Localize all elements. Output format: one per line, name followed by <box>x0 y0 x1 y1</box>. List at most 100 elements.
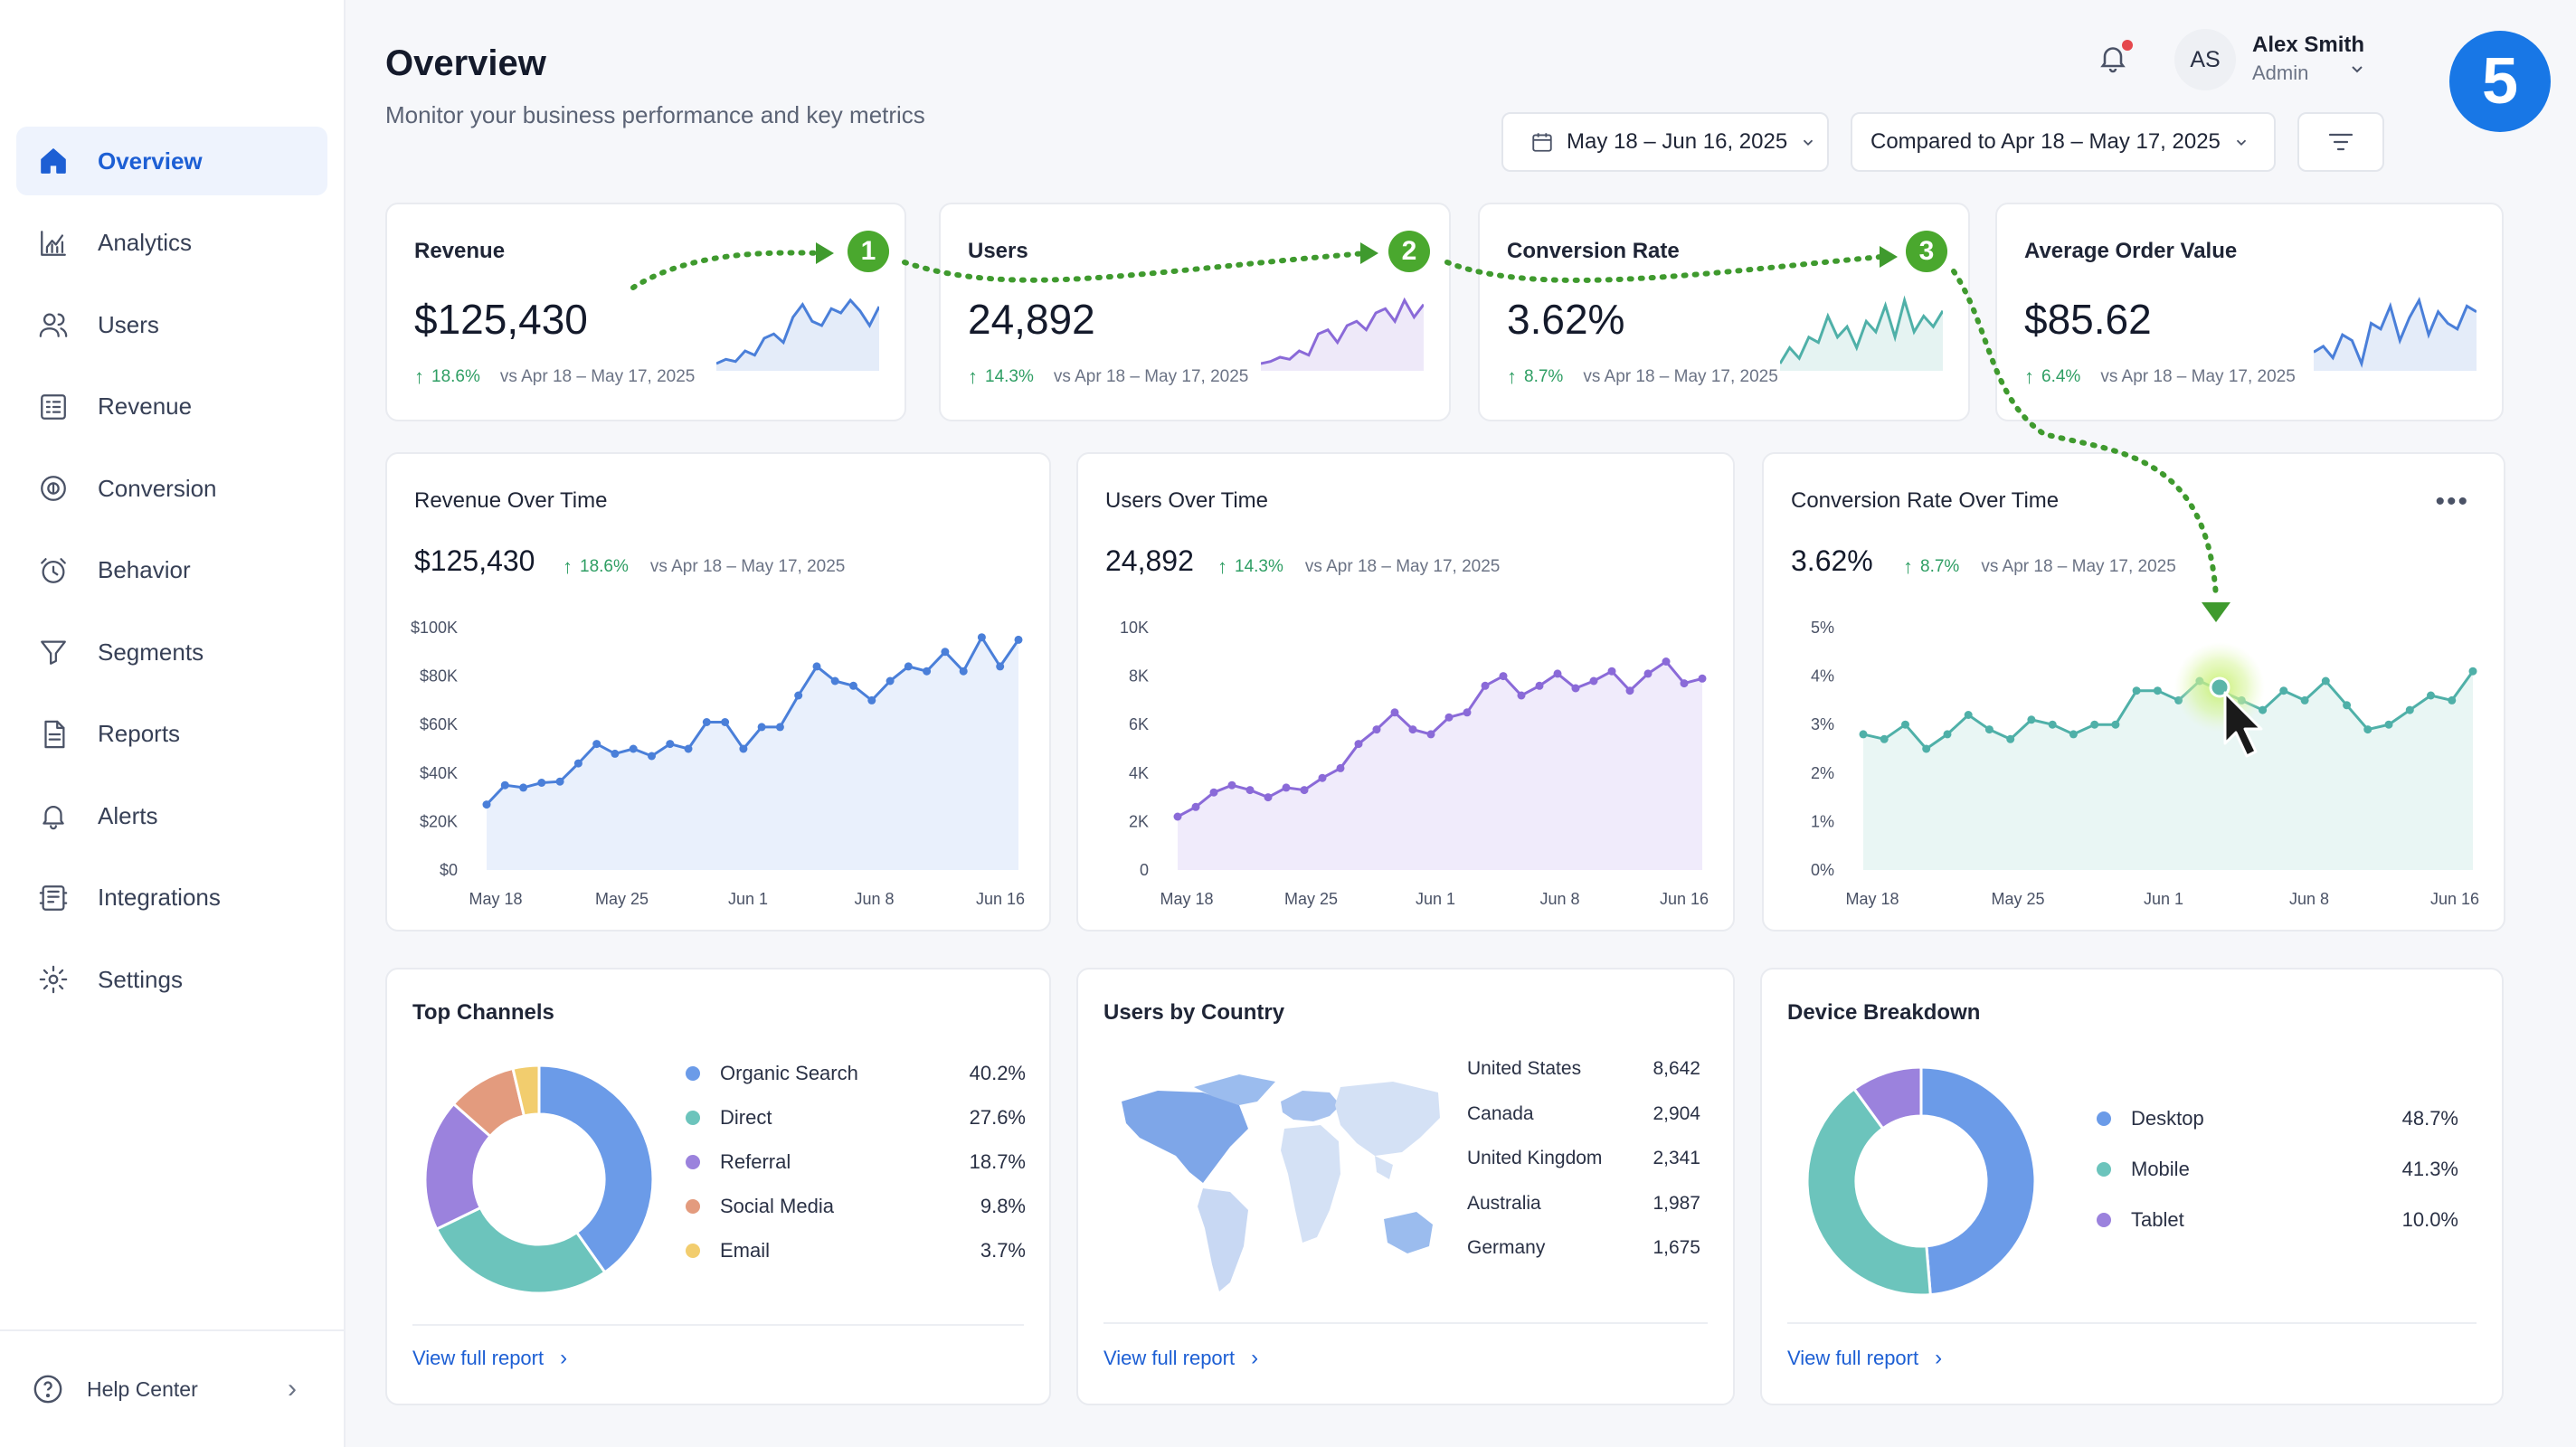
donut-slice-direct[interactable] <box>434 1206 607 1295</box>
data-point[interactable] <box>1680 679 1689 688</box>
user-name[interactable]: Alex Smith <box>2252 33 2365 57</box>
data-point[interactable] <box>648 752 656 761</box>
data-point[interactable] <box>1282 783 1291 792</box>
chevron-down-icon[interactable] <box>2348 60 2366 78</box>
data-point[interactable] <box>629 744 638 753</box>
data-point[interactable] <box>1191 802 1200 811</box>
data-point[interactable] <box>2384 720 2393 729</box>
data-point[interactable] <box>1390 708 1399 717</box>
data-point[interactable] <box>867 695 876 705</box>
sidebar-item-settings[interactable]: Settings <box>16 945 327 1014</box>
data-point[interactable] <box>794 691 803 700</box>
sidebar-item-users[interactable]: Users <box>16 290 327 359</box>
data-point[interactable] <box>1571 684 1580 693</box>
data-point[interactable] <box>1426 730 1435 739</box>
sidebar-item-segments[interactable]: Segments <box>16 618 327 686</box>
data-point[interactable] <box>1880 734 1889 743</box>
sidebar-item-analytics[interactable]: Analytics <box>16 209 327 278</box>
data-point[interactable] <box>1227 780 1236 790</box>
data-point[interactable] <box>1922 744 1931 753</box>
kpi-card-average-order-value[interactable]: Average Order Value $85.62 ↑ 6.4% vs Apr… <box>1995 203 2504 421</box>
data-point[interactable] <box>2132 686 2141 695</box>
view-full-report-link[interactable]: View full report › <box>412 1346 567 1371</box>
data-point[interactable] <box>2090 720 2099 729</box>
data-point[interactable] <box>2321 676 2330 686</box>
sidebar-item-integrations[interactable]: Integrations <box>16 864 327 932</box>
data-point[interactable] <box>2216 686 2225 695</box>
data-point[interactable] <box>611 749 620 758</box>
data-point[interactable] <box>1698 674 1707 683</box>
data-point[interactable] <box>1859 730 1868 739</box>
data-point[interactable] <box>941 648 950 657</box>
sidebar-item-revenue[interactable]: Revenue <box>16 373 327 441</box>
data-point[interactable] <box>2279 686 2288 695</box>
donut-slice-organic-search[interactable] <box>537 1064 655 1274</box>
data-point[interactable] <box>1553 669 1562 678</box>
data-point[interactable] <box>2448 695 2457 705</box>
data-point[interactable] <box>2111 720 2120 729</box>
data-point[interactable] <box>2405 705 2414 714</box>
donut-slice-email[interactable] <box>511 1064 541 1118</box>
data-point[interactable] <box>1589 676 1598 686</box>
data-point[interactable] <box>482 800 491 809</box>
data-point[interactable] <box>923 667 932 676</box>
data-point[interactable] <box>2343 701 2352 710</box>
data-point[interactable] <box>757 723 766 732</box>
data-point[interactable] <box>2174 695 2183 705</box>
data-point[interactable] <box>886 676 895 686</box>
compare-range-picker[interactable]: Compared to Apr 18 – May 17, 2025 <box>1851 112 2276 172</box>
data-point[interactable] <box>1318 773 1327 782</box>
data-point[interactable] <box>1901 720 1909 729</box>
data-point[interactable] <box>904 662 913 671</box>
data-point[interactable] <box>959 667 968 676</box>
data-point[interactable] <box>2300 695 2309 705</box>
help-center-link[interactable]: Help Center › <box>0 1329 344 1447</box>
data-point[interactable] <box>555 777 564 786</box>
data-point[interactable] <box>1209 788 1218 797</box>
data-point[interactable] <box>2259 705 2268 714</box>
data-point[interactable] <box>849 681 857 690</box>
data-point[interactable] <box>1336 763 1345 772</box>
sidebar-item-reports[interactable]: Reports <box>16 700 327 769</box>
data-point[interactable] <box>2363 725 2372 734</box>
more-options-icon[interactable]: ••• <box>2435 487 2469 516</box>
donut-slice-mobile[interactable] <box>1805 1086 1932 1297</box>
sidebar-item-overview[interactable]: Overview <box>16 127 327 195</box>
data-point[interactable] <box>1643 669 1653 678</box>
data-point[interactable] <box>1408 725 1417 734</box>
data-point[interactable] <box>1354 740 1363 749</box>
data-point[interactable] <box>1517 691 1526 700</box>
data-point[interactable] <box>1173 812 1182 821</box>
data-point[interactable] <box>1984 725 1994 734</box>
data-point[interactable] <box>537 779 546 787</box>
data-point[interactable] <box>702 718 711 726</box>
kpi-card-revenue[interactable]: Revenue $125,430 ↑ 18.6% vs Apr 18 – May… <box>385 203 906 421</box>
donut-slice-desktop[interactable] <box>1919 1065 2037 1297</box>
data-point[interactable] <box>1943 730 1952 739</box>
donut-slice-tablet[interactable] <box>1852 1065 1923 1130</box>
data-point[interactable] <box>830 676 839 686</box>
view-full-report-link[interactable]: View full report › <box>1787 1346 1942 1371</box>
sidebar-item-conversion[interactable]: Conversion <box>16 454 327 523</box>
sidebar-item-behavior[interactable]: Behavior <box>16 536 327 605</box>
date-range-picker[interactable]: May 18 – Jun 16, 2025 <box>1501 112 1829 172</box>
kpi-card-conversion-rate[interactable]: Conversion Rate 3.62% ↑ 8.7% vs Apr 18 –… <box>1478 203 1970 421</box>
data-point[interactable] <box>2069 730 2078 739</box>
data-point[interactable] <box>519 783 528 792</box>
data-point[interactable] <box>1014 635 1023 644</box>
data-point[interactable] <box>2427 691 2435 700</box>
sidebar-item-alerts[interactable]: Alerts <box>16 781 327 850</box>
data-point[interactable] <box>812 662 821 671</box>
data-point[interactable] <box>1535 681 1544 690</box>
data-point[interactable] <box>666 740 675 749</box>
data-point[interactable] <box>739 744 748 753</box>
data-point[interactable] <box>1444 713 1454 722</box>
data-point[interactable] <box>1499 672 1508 681</box>
data-point[interactable] <box>1625 686 1634 695</box>
data-point[interactable] <box>1463 708 1472 717</box>
data-point[interactable] <box>977 633 986 642</box>
data-point[interactable] <box>1964 711 1973 719</box>
kpi-card-users[interactable]: Users 24,892 ↑ 14.3% vs Apr 18 – May 17,… <box>939 203 1451 421</box>
notifications-button[interactable] <box>2097 40 2133 80</box>
data-point[interactable] <box>996 662 1005 671</box>
